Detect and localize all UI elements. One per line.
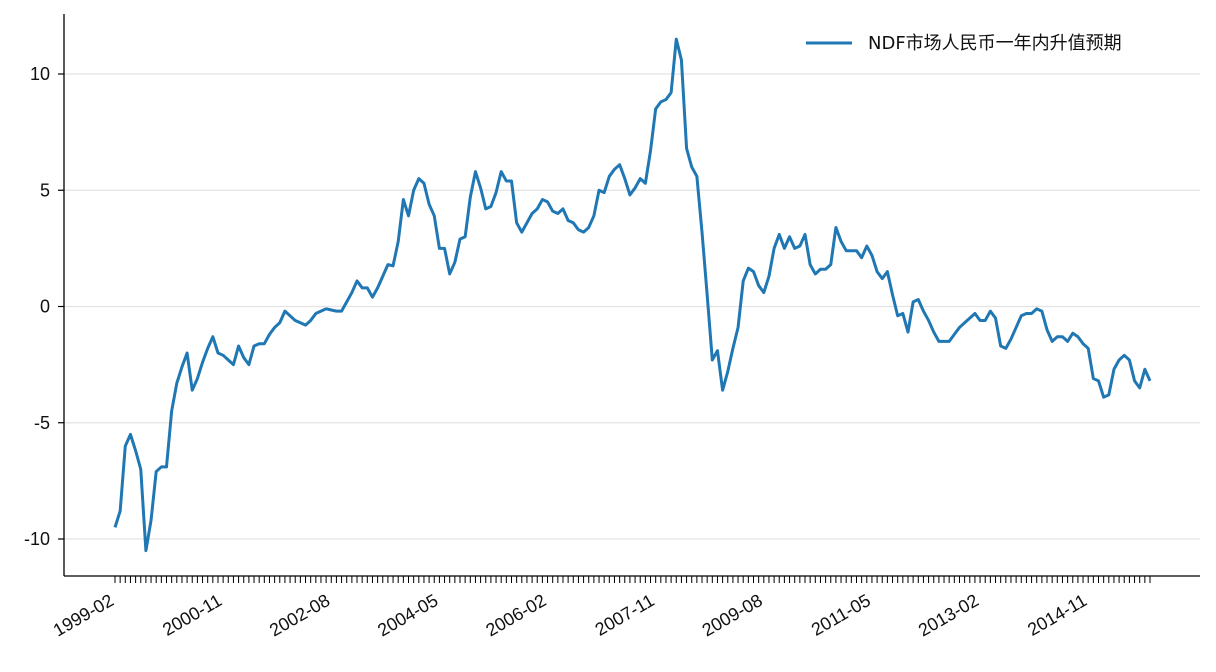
- x-tick-label: 1999-02: [50, 590, 117, 640]
- gridlines: [64, 73, 1200, 540]
- x-tick-label: 2004-05: [374, 590, 441, 640]
- x-axis-ticks: 1999-02 2000-11 2002-08 2004-05 2006-02 2007-…: [50, 576, 1151, 640]
- x-tick-label: 2014-11: [1024, 590, 1090, 640]
- series-lines: [113, 37, 1152, 553]
- x-tick-label: 2002-08: [266, 590, 333, 640]
- x-tick-label: 2000-11: [159, 590, 225, 640]
- x-tick-label: 2011-05: [808, 590, 874, 640]
- x-tick-label: 2007-11: [592, 590, 658, 640]
- y-tick-label: 10: [30, 64, 50, 84]
- y-tick-label: 5: [40, 180, 50, 200]
- legend-label: NDF市场人民币一年内升值预期: [868, 33, 1122, 54]
- y-tick-label: -5: [34, 413, 50, 433]
- y-tick-label: -10: [24, 529, 50, 549]
- legend: NDF市场人民币一年内升值预期: [806, 33, 1122, 54]
- x-tick-label: 2013-02: [915, 590, 982, 640]
- y-axis-ticks: 10 5 0 -5 -10: [24, 64, 64, 549]
- series-line: [113, 37, 1152, 553]
- x-tick-label: 2009-08: [699, 590, 766, 640]
- y-tick-label: 0: [40, 297, 50, 317]
- x-tick-label: 2006-02: [482, 590, 549, 640]
